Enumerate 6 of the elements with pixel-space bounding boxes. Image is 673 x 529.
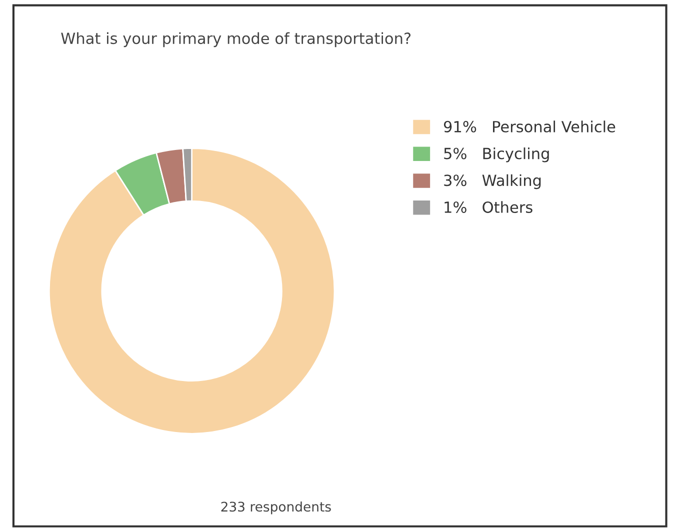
- text: 233 respondents: [221, 501, 331, 514]
- chart-title: What is your primary mode of transportation?: [61, 32, 411, 48]
- legend-label: 1% Others: [444, 201, 532, 213]
- legend-label: 91% Personal Vehicle: [444, 120, 616, 132]
- legend-label: 5% Bicycling: [444, 147, 549, 162]
- legend-label: 3% Walking: [444, 174, 541, 190]
